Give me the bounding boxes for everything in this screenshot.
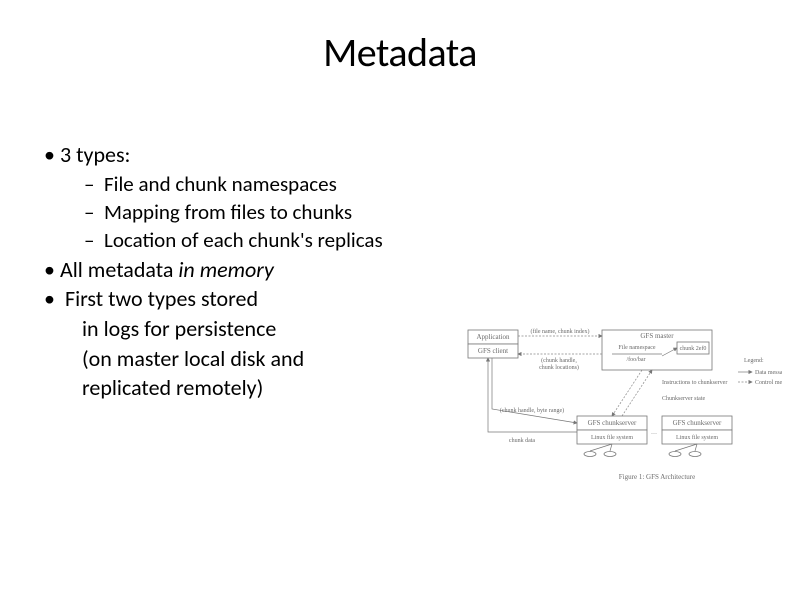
bullet-1c: Location of each chunk's replicas (38, 226, 778, 254)
legend-data: Data messages (755, 370, 782, 376)
architecture-diagram: Application GFS client GFS master File n… (462, 324, 782, 494)
bullet-3-l1: First two types stored (65, 285, 258, 312)
instr-label: Instructions to chunkserver (662, 380, 727, 386)
bullet-1b-text: Mapping from files to chunks (104, 199, 352, 225)
chunkserver-1-label: GFS chunkserver (588, 419, 637, 427)
lfs-2-label: Linux file system (676, 434, 718, 441)
req-label: (file name, chunk index) (531, 328, 590, 335)
data-req-label: (chunk handle, byte range) (500, 407, 564, 414)
fpath-label: /foo/bar (627, 356, 646, 363)
svg-text:…: … (651, 430, 657, 436)
bullet-1-text: 3 types: (60, 141, 130, 168)
diagram-svg: Application GFS client GFS master File n… (462, 324, 782, 494)
bullet-2: All metadata in memory (38, 255, 778, 285)
state-label: Chunkserver state (662, 396, 705, 402)
resp-label-2: chunk locations) (539, 364, 579, 371)
lfs-1-label: Linux file system (591, 434, 633, 441)
bullet-1c-text: Location of each chunk's replicas (104, 227, 383, 253)
chunk-label: chunk 2ef0 (680, 345, 707, 352)
bullet-2-pre: All metadata (60, 256, 178, 283)
client-label: GFS client (478, 347, 508, 355)
legend-title: Legend: (744, 358, 764, 364)
bullet-1a: File and chunk namespaces (38, 170, 778, 198)
fns-label: File namespace (618, 345, 655, 351)
application-label: Application (476, 333, 510, 341)
diagram-caption: Figure 1: GFS Architecture (619, 473, 695, 481)
master-label: GFS master (640, 332, 674, 340)
slide: Metadata 3 types: File and chunk namespa… (0, 0, 800, 600)
bullet-1: 3 types: (38, 140, 778, 170)
chunkserver-2-label: GFS chunkserver (673, 419, 722, 427)
bullet-2-em: in memory (178, 256, 273, 283)
slide-title: Metadata (0, 28, 800, 77)
bullet-1b: Mapping from files to chunks (38, 198, 778, 226)
bullet-1a-text: File and chunk namespaces (104, 171, 337, 197)
resp-label-1: (chunk handle, (541, 357, 577, 364)
legend-ctrl: Control messages (755, 380, 782, 386)
data-label: chunk data (509, 438, 535, 444)
